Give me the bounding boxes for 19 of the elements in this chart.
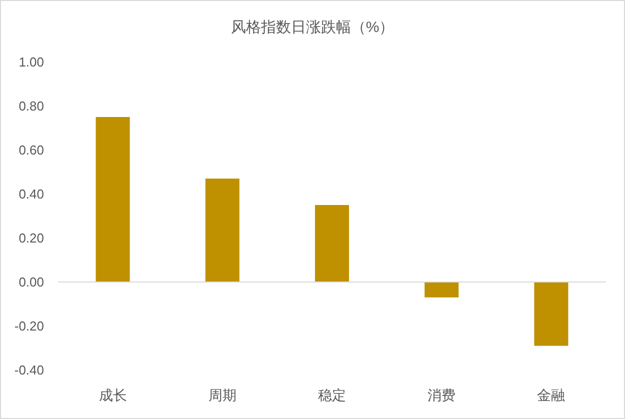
chart-title: 风格指数日涨跌幅（%）	[230, 19, 394, 36]
y-tick-label: 0.80	[18, 98, 44, 114]
y-tick-label: -0.20	[14, 318, 44, 334]
x-tick-label: 成长	[98, 387, 127, 403]
y-tick-label: 0.20	[18, 230, 44, 246]
bar	[534, 282, 568, 346]
bar	[424, 282, 459, 298]
x-tick-label: 周期	[208, 387, 236, 403]
x-tick-label: 消费	[428, 387, 456, 403]
y-tick-label: 1.00	[18, 54, 44, 70]
bar	[205, 178, 240, 282]
y-tick-label: 0.00	[18, 274, 44, 290]
bar	[96, 117, 130, 282]
y-tick-label: 0.40	[18, 186, 44, 202]
bar	[315, 205, 349, 282]
y-tick-label: -0.40	[14, 362, 44, 378]
y-tick-label: 0.60	[18, 142, 44, 158]
x-tick-label: 金融	[537, 387, 566, 403]
x-tick-label: 稳定	[318, 387, 346, 403]
